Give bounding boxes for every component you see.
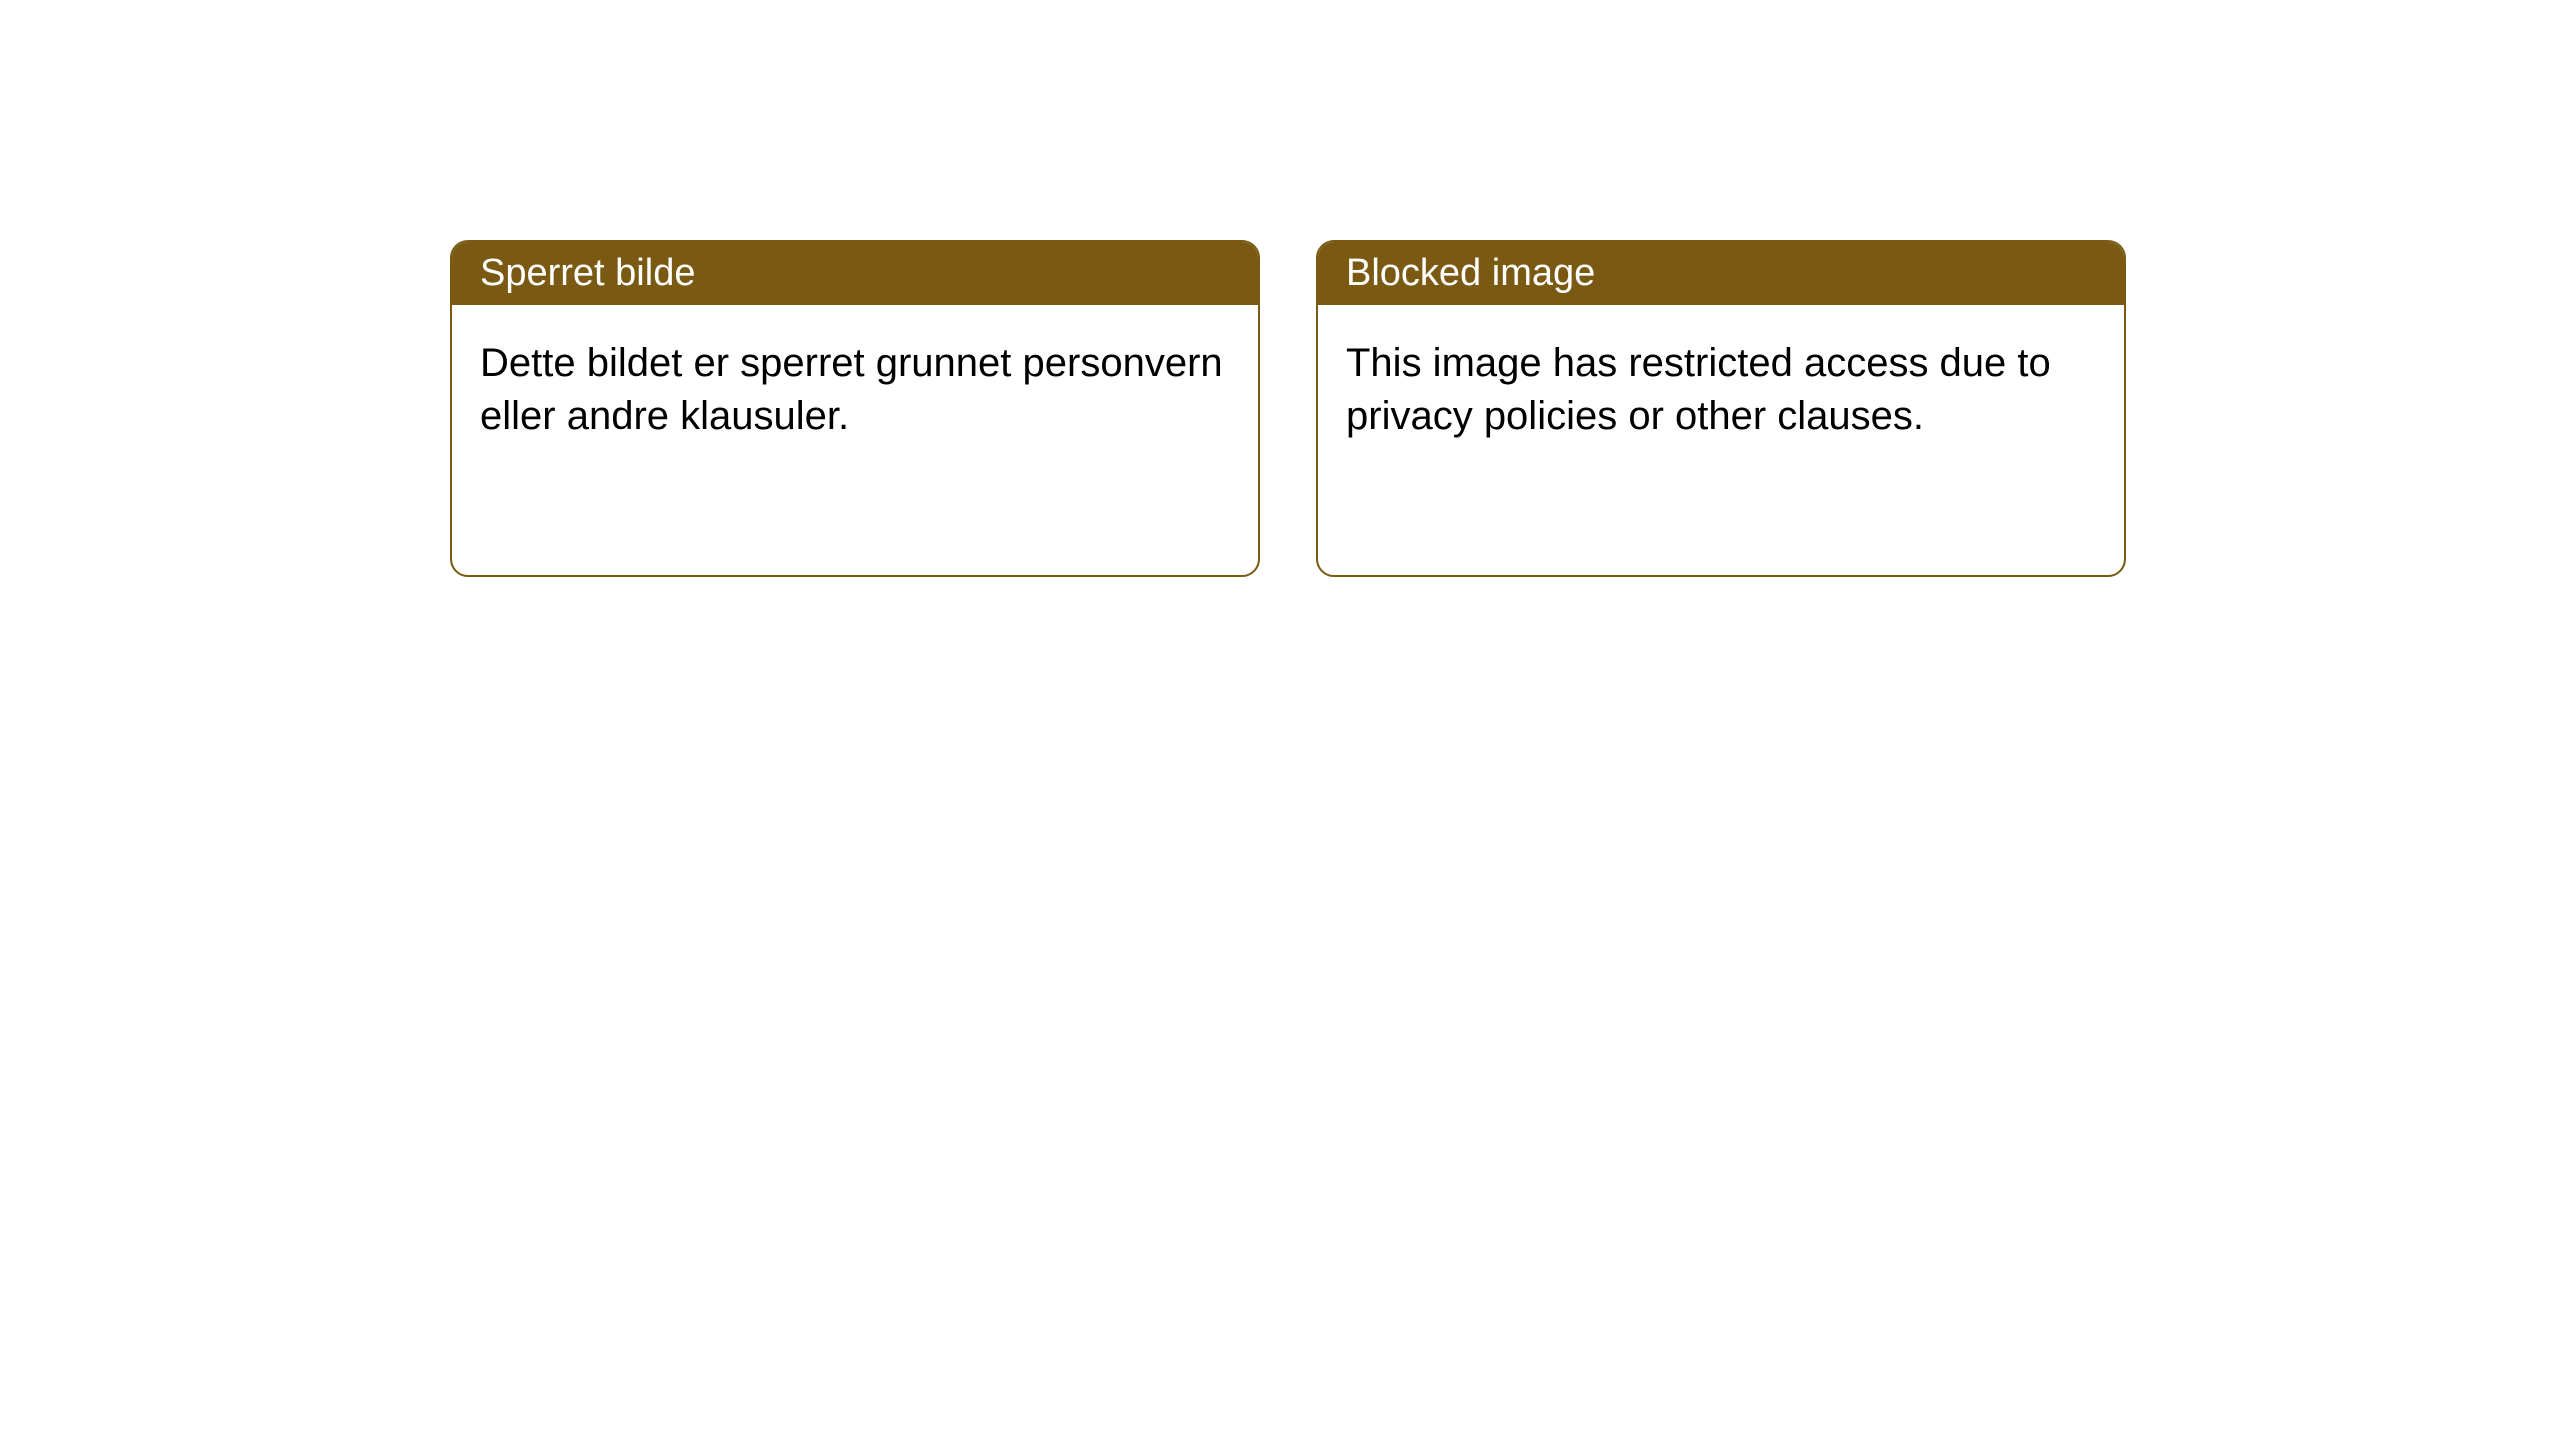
card-header: Sperret bilde (452, 242, 1258, 305)
notice-card-norwegian: Sperret bilde Dette bildet er sperret gr… (450, 240, 1260, 577)
card-header-text: Sperret bilde (480, 252, 695, 294)
card-header: Blocked image (1318, 242, 2124, 305)
card-body-text: Dette bildet er sperret grunnet personve… (480, 341, 1223, 438)
card-header-text: Blocked image (1346, 252, 1595, 294)
card-body: Dette bildet er sperret grunnet personve… (452, 305, 1258, 475)
notice-card-english: Blocked image This image has restricted … (1316, 240, 2126, 577)
card-body: This image has restricted access due to … (1318, 305, 2124, 475)
blocked-image-notices: Sperret bilde Dette bildet er sperret gr… (450, 240, 2126, 577)
card-body-text: This image has restricted access due to … (1346, 341, 2051, 438)
